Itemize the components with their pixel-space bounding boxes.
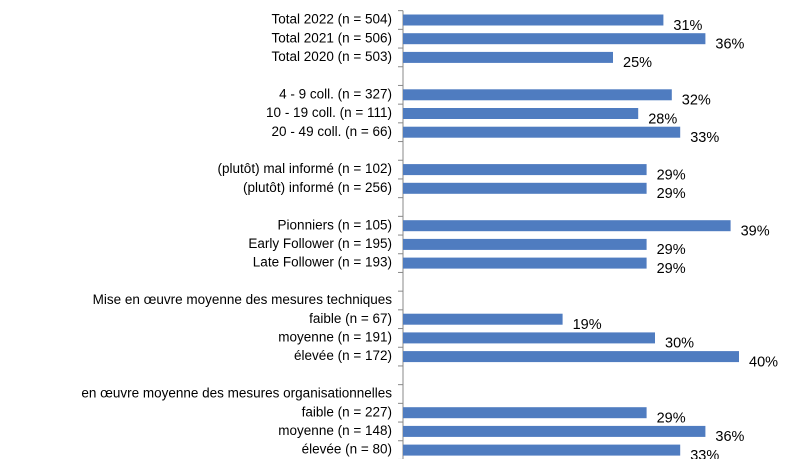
category-label: moyenne (n = 148) xyxy=(278,423,392,438)
category-label: Total 2020 (n = 503) xyxy=(272,49,392,64)
category-label: 10 - 19 coll. (n = 111) xyxy=(266,105,392,120)
bar xyxy=(403,51,613,63)
category-label: Total 2021 (n = 506) xyxy=(272,30,392,45)
value-label: 29% xyxy=(657,186,686,202)
bar xyxy=(403,313,563,325)
value-label: 29% xyxy=(657,242,686,258)
category-label: moyenne (n = 191) xyxy=(278,329,392,344)
bar xyxy=(403,89,672,101)
category-label: Total 2022 (n = 504) xyxy=(272,12,392,27)
value-label: 29% xyxy=(657,167,686,183)
bar xyxy=(403,108,639,119)
value-label: 33% xyxy=(690,448,719,459)
bar xyxy=(403,14,664,26)
category-label: (plutôt) informé (n = 256) xyxy=(243,180,392,195)
bar xyxy=(403,164,647,176)
value-label: 32% xyxy=(682,93,711,109)
value-label: 19% xyxy=(573,317,602,333)
bar xyxy=(403,33,706,45)
bar xyxy=(403,126,681,138)
category-label: élevée (n = 80) xyxy=(302,442,392,457)
value-label: 36% xyxy=(715,429,744,445)
value-label: 25% xyxy=(623,55,652,71)
value-label: 31% xyxy=(673,18,702,34)
bar xyxy=(403,238,647,250)
value-label: 28% xyxy=(648,111,677,127)
category-label: Mise en œuvre moyenne des mesures techni… xyxy=(93,292,393,307)
category-label: faible (n = 227) xyxy=(302,404,392,419)
bar xyxy=(403,257,647,269)
bar xyxy=(403,332,655,344)
bar xyxy=(403,220,731,232)
value-label: 40% xyxy=(749,354,778,370)
value-label: 29% xyxy=(657,261,686,277)
bar xyxy=(403,407,647,419)
category-label: Late Follower (n = 193) xyxy=(253,255,392,270)
category-label: 20 - 49 coll. (n = 66) xyxy=(272,124,392,139)
bar xyxy=(403,444,681,456)
value-label: 36% xyxy=(715,37,744,53)
category-label: Early Follower (n = 195) xyxy=(248,236,392,251)
bar xyxy=(403,351,739,363)
category-label: (plutôt) mal informé (n = 102) xyxy=(218,161,392,176)
value-label: 33% xyxy=(690,130,719,146)
category-label: faible (n = 67) xyxy=(309,311,392,326)
value-label: 29% xyxy=(657,411,686,427)
value-label: 39% xyxy=(741,224,770,240)
bar xyxy=(403,425,706,437)
bar xyxy=(403,182,647,194)
category-label: élevée (n = 172) xyxy=(294,348,392,363)
value-label: 30% xyxy=(665,336,694,352)
category-label: Pionniers (n = 105) xyxy=(278,217,392,232)
category-label: 4 - 9 coll. (n = 327) xyxy=(279,86,392,101)
category-label: en œuvre moyenne des mesures organisatio… xyxy=(81,386,392,401)
